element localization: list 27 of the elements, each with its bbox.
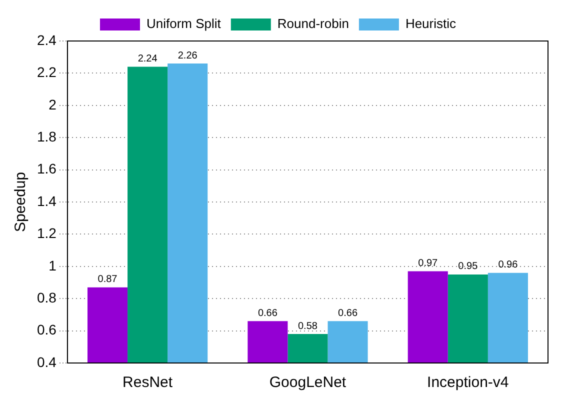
y-tick-label: 0.4 [36,354,57,370]
data-label: 0.58 [298,320,318,332]
data-label: 0.95 [458,261,478,272]
y-tick-label: 0.6 [36,322,57,338]
x-tick-label: ResNet [122,374,174,392]
y-tick-label: 1 [48,257,57,274]
y-axis-title: Speedup [12,172,30,232]
y-tick-label: 1.8 [36,128,57,144]
data-label: 2.26 [178,50,198,62]
data-label: 0.96 [498,260,518,271]
legend-label: Uniform Split [146,16,222,32]
x-tick-label: GoogLeNet [269,374,347,392]
y-tick-label: 2 [48,96,57,112]
legend-label: Heuristic [405,16,457,32]
data-label: 0.66 [258,308,278,319]
y-tick-label: 1.6 [36,160,57,177]
y-tick-label: 0.8 [36,289,57,306]
x-tick-label: Inception-v4 [427,374,509,392]
data-label: 2.24 [138,54,158,65]
data-label: 0.97 [418,258,438,269]
y-tick-label: 1.2 [36,225,57,242]
y-tick-label: 1.4 [36,192,57,209]
data-label: 0.66 [338,308,358,319]
y-tick-label: 2.4 [36,32,57,48]
y-tick-label: 2.2 [36,64,57,80]
data-label: 0.87 [98,274,118,286]
legend-label: Round-robin [277,16,349,32]
